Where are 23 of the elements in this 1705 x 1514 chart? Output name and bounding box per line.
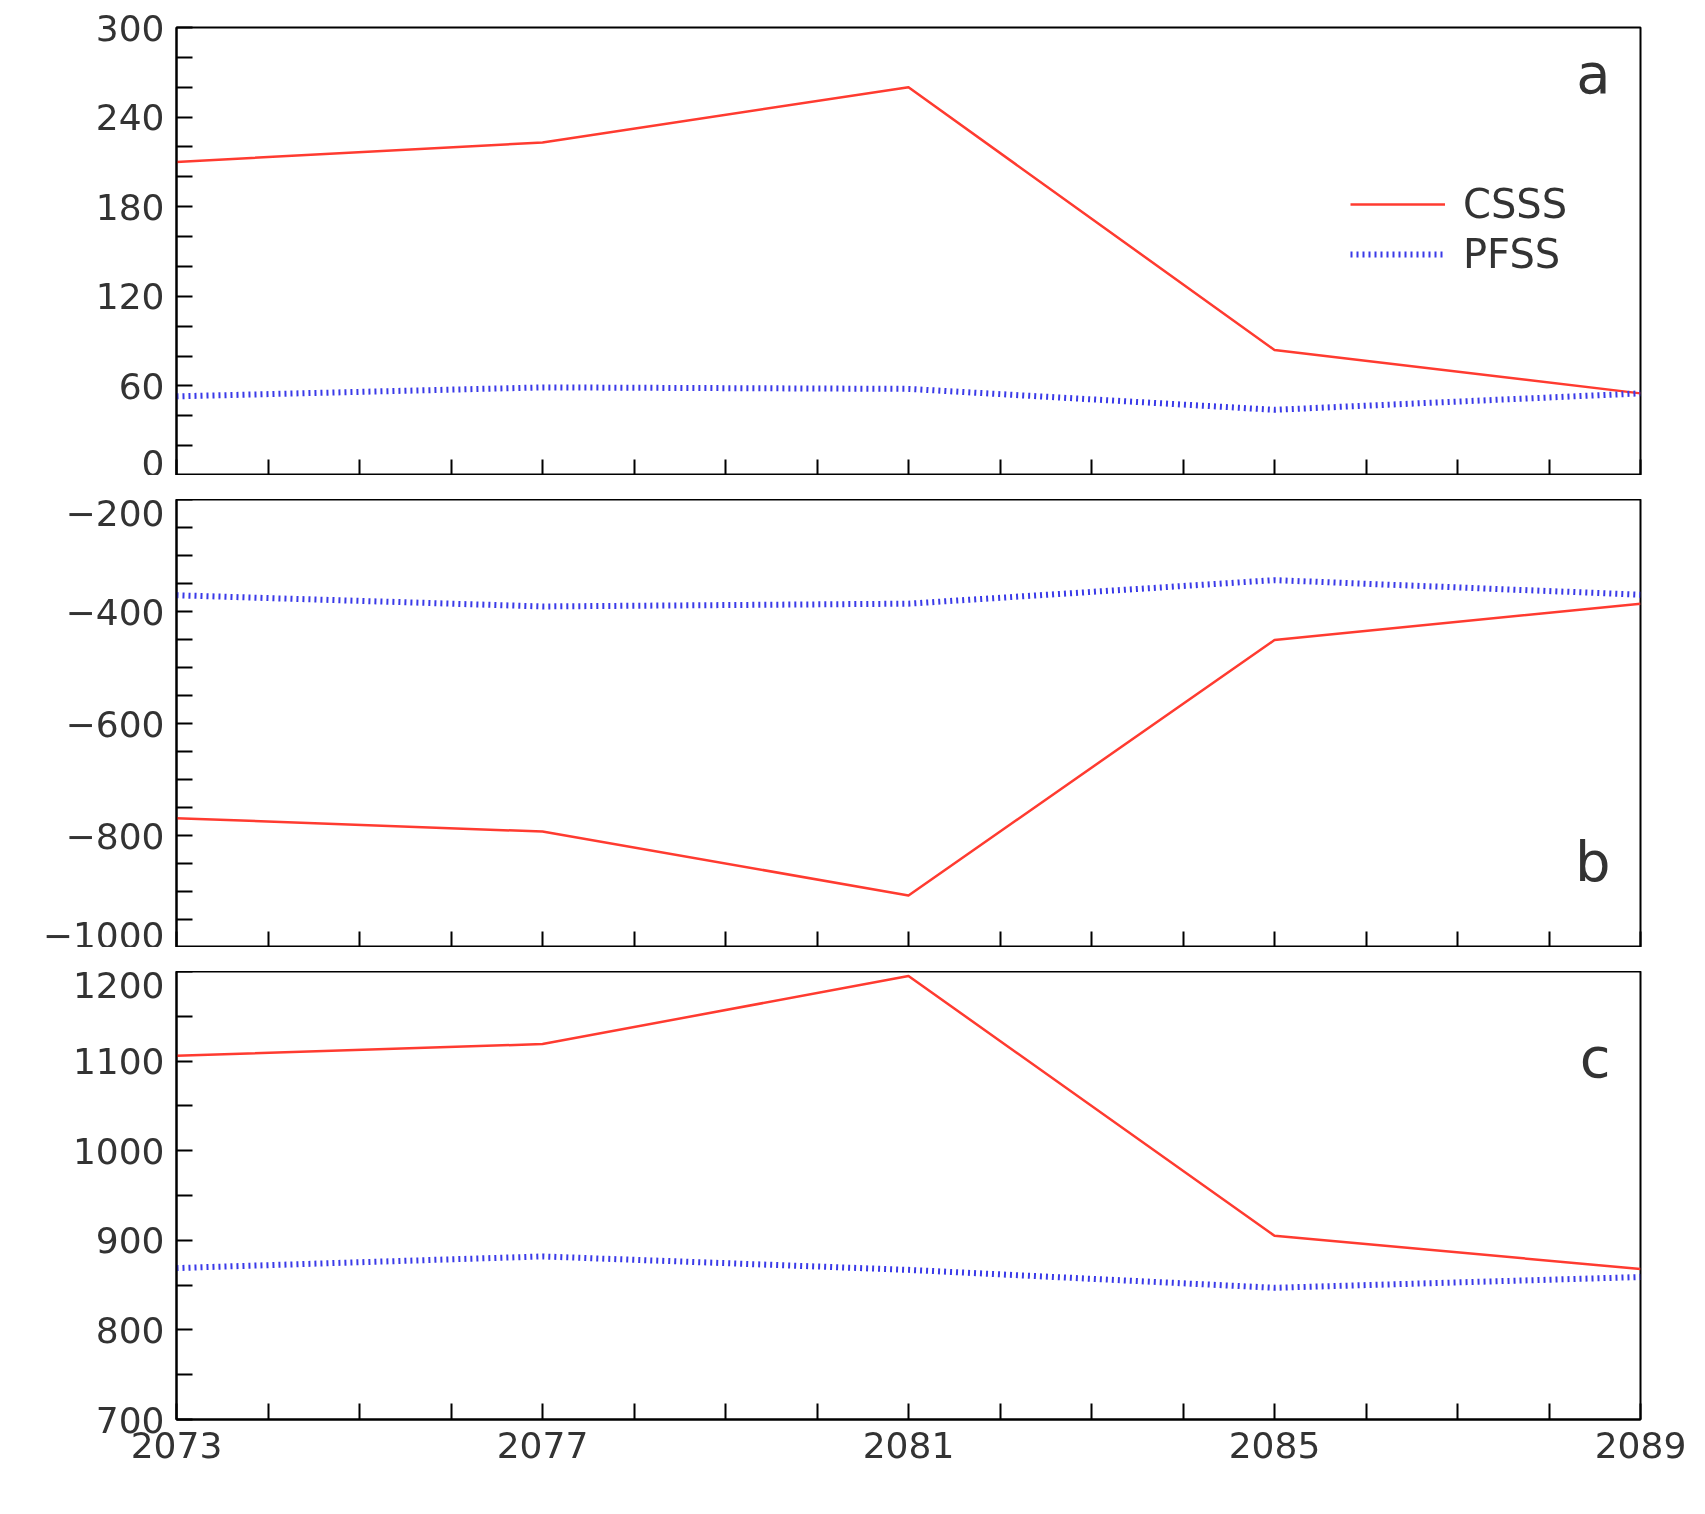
x-tick-label: 2081 [862,1424,955,1466]
annotation: a [1576,40,1611,106]
y-tick-label: 60 [118,365,165,407]
y-tick-label: 300 [95,7,165,49]
y-tick-label: 180 [95,186,165,228]
x-tick-label: 2085 [1228,1424,1321,1466]
y-tick-label: 900 [95,1220,165,1262]
legend-label: CSSS [1463,181,1568,227]
y-tick-label: 120 [95,276,165,318]
annotation: b [1574,828,1611,894]
annotation: c [1579,1025,1611,1091]
y-tick-label: 1100 [72,1041,165,1083]
y-tick-label: 240 [95,97,165,139]
y-tick-label: 1000 [72,1130,165,1172]
x-tick-label: 2077 [496,1424,589,1466]
x-tick-label: 2089 [1594,1424,1687,1466]
legend-label: PFSS [1463,231,1561,277]
y-tick-label: −200 [65,492,165,534]
y-tick-label: 1200 [72,964,165,1006]
y-tick-label: −800 [65,815,165,857]
y-tick-label: −400 [65,591,165,633]
y-tick-label: −600 [65,703,165,745]
y-tick-label: 800 [95,1309,165,1351]
